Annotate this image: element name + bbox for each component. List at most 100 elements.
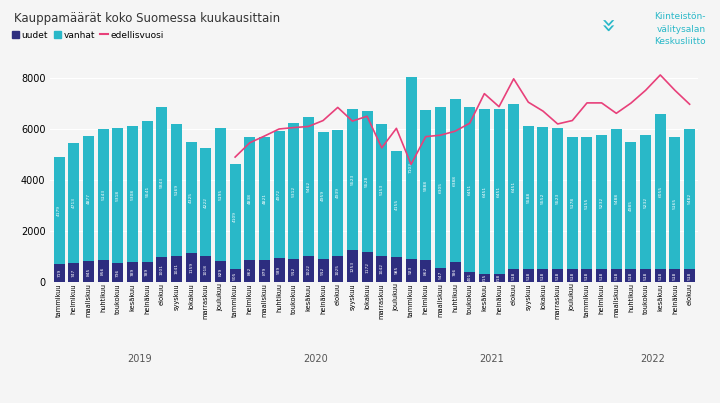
Text: 5165: 5165: [673, 197, 677, 209]
Text: 518: 518: [658, 271, 662, 280]
Text: 518: 518: [512, 271, 516, 280]
Bar: [493, 109, 505, 274]
Text: 4713: 4713: [72, 197, 76, 208]
Bar: [186, 253, 197, 282]
Bar: [347, 109, 358, 250]
Bar: [538, 127, 549, 269]
Text: 2020: 2020: [303, 354, 328, 364]
Text: 1018: 1018: [204, 264, 208, 274]
Text: 5588: 5588: [526, 192, 531, 203]
Text: 1041: 1041: [174, 263, 179, 274]
Bar: [83, 260, 94, 282]
Text: 518: 518: [614, 271, 618, 280]
Bar: [156, 108, 167, 257]
Bar: [464, 107, 475, 272]
Text: 518: 518: [673, 271, 677, 280]
Text: 5552: 5552: [541, 192, 545, 204]
Bar: [127, 127, 138, 262]
Text: 6055: 6055: [658, 186, 662, 197]
Bar: [318, 259, 328, 282]
Text: Kauppamäärät koko Suomessa kuukausittain: Kauppamäärät koko Suomessa kuukausittain: [14, 12, 281, 25]
Bar: [493, 274, 505, 282]
Text: 547: 547: [438, 271, 442, 279]
Text: 923: 923: [409, 266, 413, 274]
Bar: [215, 128, 226, 261]
Text: 505: 505: [233, 271, 237, 280]
Bar: [611, 269, 622, 282]
Text: 862: 862: [423, 267, 428, 275]
Bar: [405, 77, 417, 259]
Bar: [156, 257, 167, 282]
Text: 5169: 5169: [174, 184, 179, 195]
Text: 5523: 5523: [351, 174, 354, 185]
Bar: [626, 269, 636, 282]
Text: 5528: 5528: [365, 176, 369, 187]
Text: 1001: 1001: [160, 264, 164, 275]
Text: 1253: 1253: [351, 261, 354, 272]
Text: 4109: 4109: [233, 211, 237, 222]
Text: 5195: 5195: [218, 189, 222, 200]
Text: 6451: 6451: [497, 186, 501, 197]
Bar: [68, 143, 79, 263]
Text: 747: 747: [72, 268, 76, 277]
Bar: [98, 129, 109, 260]
Bar: [259, 137, 270, 260]
Bar: [552, 269, 563, 282]
Bar: [127, 262, 138, 282]
Bar: [361, 252, 372, 282]
Bar: [98, 260, 109, 282]
Bar: [274, 131, 284, 258]
Text: 6388: 6388: [453, 175, 457, 186]
Bar: [288, 259, 300, 282]
Bar: [449, 262, 461, 282]
Text: 518: 518: [644, 271, 647, 280]
Text: 518: 518: [526, 271, 531, 280]
Bar: [654, 114, 666, 269]
Bar: [611, 129, 622, 269]
Text: 5888: 5888: [423, 179, 428, 191]
Text: 5312: 5312: [292, 185, 296, 197]
Text: 1172: 1172: [365, 262, 369, 273]
Text: 7103: 7103: [409, 162, 413, 173]
Bar: [377, 124, 387, 256]
Text: 518: 518: [556, 271, 559, 280]
Bar: [684, 269, 695, 282]
Text: 4985: 4985: [629, 200, 633, 211]
Bar: [670, 269, 680, 282]
Bar: [244, 137, 256, 260]
Text: 518: 518: [600, 271, 603, 280]
Bar: [54, 264, 65, 282]
Text: «: «: [596, 16, 621, 31]
Bar: [684, 129, 695, 269]
Text: 879: 879: [263, 267, 266, 275]
Legend: uudet, vanhat, edellisvuosi: uudet, vanhat, edellisvuosi: [12, 31, 163, 40]
Text: 985: 985: [395, 265, 398, 274]
Text: 5153: 5153: [379, 184, 384, 195]
Text: 4838: 4838: [248, 193, 252, 204]
Text: 518: 518: [570, 271, 575, 280]
Bar: [288, 123, 300, 259]
Text: 829: 829: [218, 268, 222, 276]
Bar: [332, 130, 343, 256]
Text: 2022: 2022: [641, 354, 665, 364]
Text: 862: 862: [248, 267, 252, 275]
Text: 4821: 4821: [263, 193, 266, 204]
Text: 5482: 5482: [688, 193, 692, 204]
Bar: [347, 250, 358, 282]
Bar: [303, 256, 314, 282]
Text: 2019: 2019: [127, 354, 152, 364]
Text: 4325: 4325: [189, 192, 193, 203]
Bar: [332, 256, 343, 282]
Bar: [186, 142, 197, 253]
Bar: [567, 137, 578, 269]
Text: 5232: 5232: [644, 197, 647, 208]
Text: 5232: 5232: [600, 197, 603, 208]
Bar: [567, 269, 578, 282]
Bar: [464, 272, 475, 282]
Bar: [479, 109, 490, 274]
Text: 518: 518: [629, 271, 633, 280]
Bar: [377, 256, 387, 282]
Text: 5308: 5308: [130, 189, 135, 200]
Text: 5155: 5155: [585, 197, 589, 209]
Text: 912: 912: [292, 266, 296, 274]
